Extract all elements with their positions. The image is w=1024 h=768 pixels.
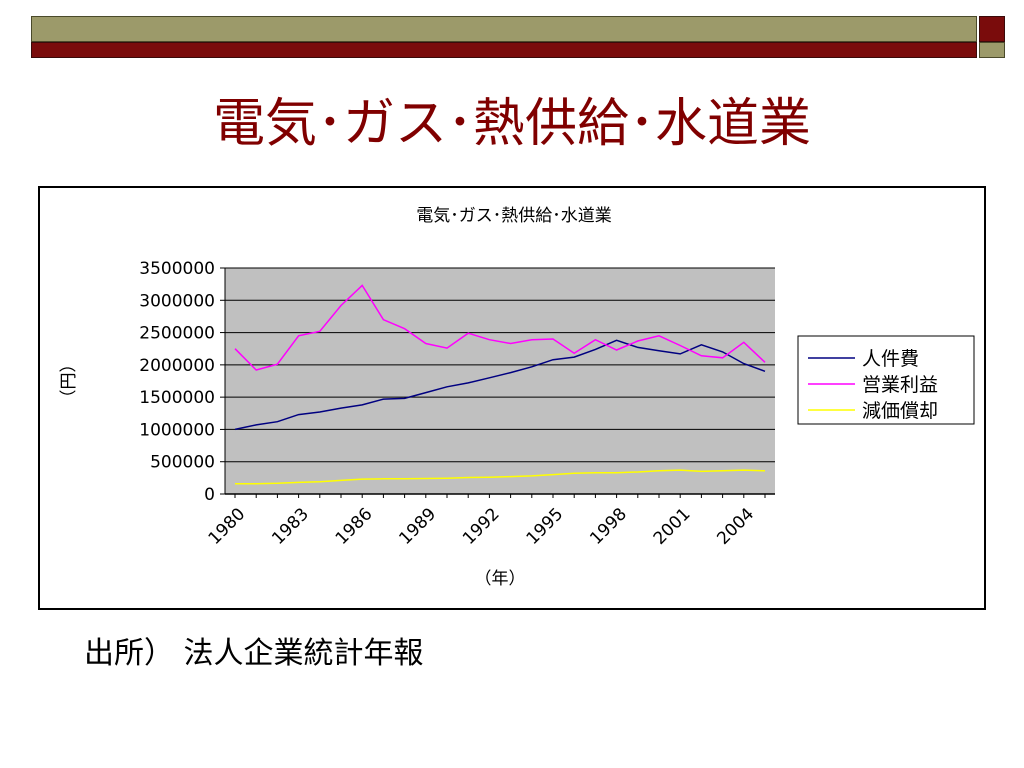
header-square-red bbox=[979, 16, 1005, 42]
y-tick-label-0: 0 bbox=[204, 485, 215, 505]
x-axis-label: （年） bbox=[475, 569, 526, 589]
legend-label-2: 営業利益 bbox=[862, 374, 938, 396]
y-tick-label-1000000: 1000000 bbox=[139, 420, 215, 440]
source-note: 出所） 法人企業統計年報 bbox=[84, 636, 424, 671]
y-axis-label: （円） bbox=[59, 356, 79, 407]
x-tick-label-1989: 1989 bbox=[395, 504, 440, 549]
legend-label-1: 人件費 bbox=[862, 348, 919, 370]
axes bbox=[224, 268, 775, 498]
header-bar-olive bbox=[31, 16, 977, 42]
x-tick-label-1998: 1998 bbox=[586, 504, 631, 549]
x-tick-label-1986: 1986 bbox=[332, 504, 377, 549]
x-tick-label-1995: 1995 bbox=[523, 504, 568, 549]
x-tick-label-2004: 2004 bbox=[713, 504, 758, 549]
y-tick-label-2500000: 2500000 bbox=[139, 324, 215, 344]
series-lines bbox=[234, 284, 766, 485]
x-tick-label-1980: 1980 bbox=[205, 504, 250, 549]
x-tick-labels: 1980 1983 1986 1989 1992 1995 1998 2001 2004 bbox=[205, 504, 759, 549]
line-chart: 電気･ガス･熱供給･水道業 0 500000 1000000 1500000 20000… bbox=[59, 206, 975, 589]
chart-title: 電気･ガス･熱供給･水道業 bbox=[416, 206, 612, 226]
chart-frame: 電気･ガス･熱供給･水道業 0 500000 1000000 1500000 20000… bbox=[38, 186, 986, 610]
y-tick-label-1500000: 1500000 bbox=[139, 388, 215, 408]
y-tick-label-2000000: 2000000 bbox=[139, 356, 215, 376]
gridlines bbox=[220, 267, 775, 495]
x-tick-label-2001: 2001 bbox=[650, 504, 695, 549]
legend-label-3: 減価償却 bbox=[862, 400, 938, 422]
series-line-2 bbox=[234, 284, 766, 371]
series-line-3 bbox=[235, 469, 766, 485]
header-square-olive bbox=[979, 42, 1005, 58]
y-tick-labels: 0 500000 1000000 1500000 2000000 2500000 30000… bbox=[139, 259, 215, 505]
y-tick-label-3000000: 3000000 bbox=[139, 291, 215, 311]
slide-title: 電気･ガス･熱供給･水道業 bbox=[212, 94, 811, 154]
series-line-1 bbox=[234, 339, 766, 431]
header-bar-red bbox=[31, 42, 977, 58]
x-tick-label-1983: 1983 bbox=[268, 504, 313, 549]
y-tick-label-3500000: 3500000 bbox=[139, 259, 215, 279]
x-tick-label-1992: 1992 bbox=[459, 504, 504, 549]
plot-area bbox=[225, 268, 775, 494]
y-tick-label-500000: 500000 bbox=[150, 453, 215, 473]
